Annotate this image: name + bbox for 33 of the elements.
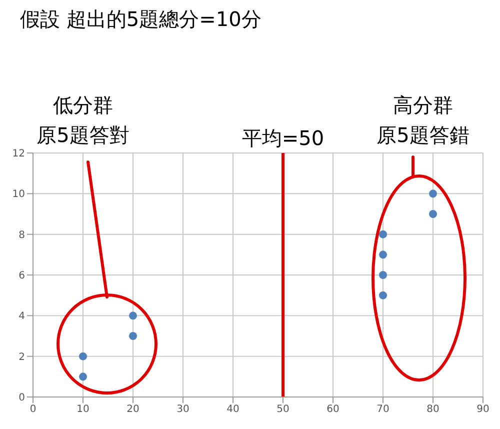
ref-line-label: 平均=50 xyxy=(242,126,324,150)
x-tick-label: 30 xyxy=(176,404,190,416)
x-tick-label: 90 xyxy=(476,404,490,416)
x-tick-label: 80 xyxy=(426,404,440,416)
text: 原5題答對 xyxy=(36,122,130,148)
point xyxy=(379,271,387,279)
x-tick-label: 20 xyxy=(126,404,140,416)
point xyxy=(79,372,87,381)
x-tick-label: 50 xyxy=(276,404,290,416)
text: 原5題答錯 xyxy=(376,122,470,148)
y-tick-label: 0 xyxy=(18,392,25,404)
x-tick-label: 40 xyxy=(226,404,240,416)
point xyxy=(379,230,387,238)
point xyxy=(379,250,387,259)
point xyxy=(129,312,137,320)
y-tick-label: 4 xyxy=(18,311,25,322)
point xyxy=(379,291,387,300)
x-tick-label: 10 xyxy=(76,404,90,416)
point xyxy=(129,332,137,340)
x-tick-label: 70 xyxy=(376,404,390,416)
x-tick-label: 60 xyxy=(326,404,340,416)
y-tick-label: 8 xyxy=(18,230,25,241)
y-tick-label: 10 xyxy=(12,189,25,200)
x-tick-label: 0 xyxy=(30,404,36,416)
text: 低分群 xyxy=(52,92,114,118)
chart-title: 假設 超出的5題總分=10分 xyxy=(20,6,262,33)
y-tick-label: 6 xyxy=(18,270,25,282)
point xyxy=(429,210,437,218)
y-tick-label: 2 xyxy=(18,352,25,363)
point xyxy=(79,352,87,360)
text: 高分群 xyxy=(392,92,454,118)
point xyxy=(429,190,437,198)
y-tick-label: 12 xyxy=(12,148,25,160)
